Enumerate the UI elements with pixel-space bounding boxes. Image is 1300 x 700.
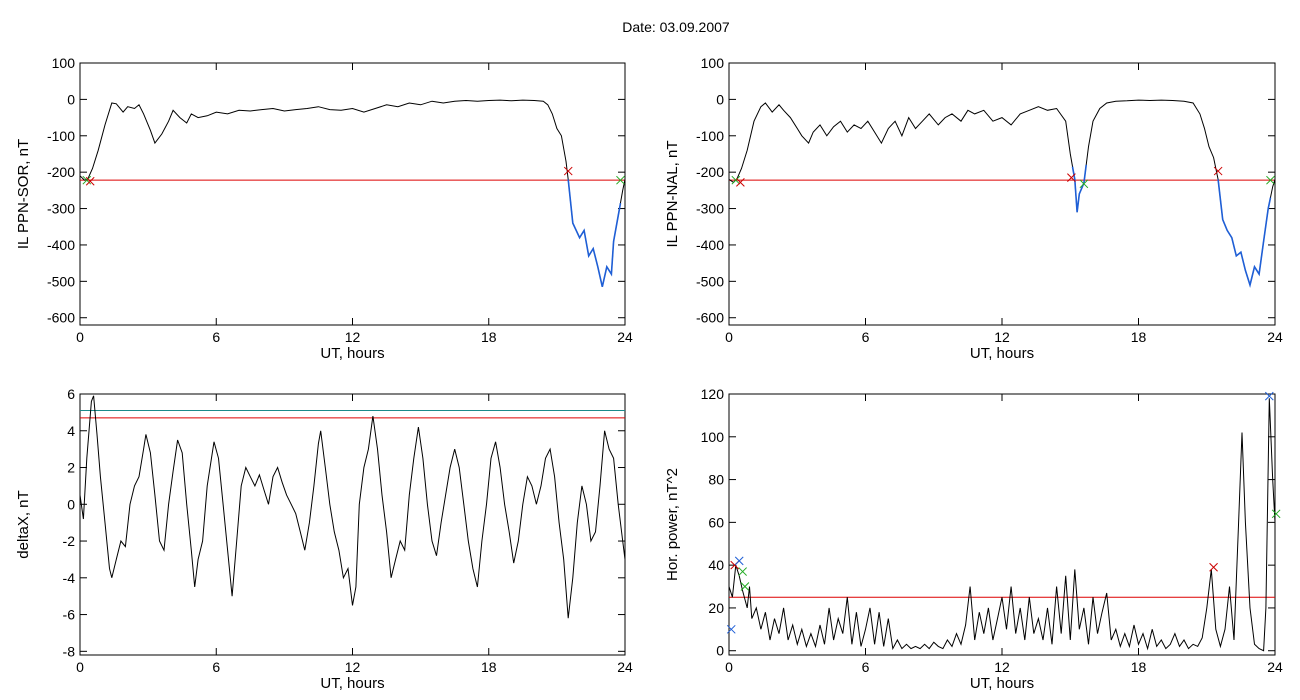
y-tick-label: 60 [708, 514, 724, 530]
y-tick-label: 100 [701, 55, 725, 71]
highlight-segment [1071, 164, 1087, 213]
x-tick-label: 6 [862, 659, 870, 675]
x-tick-label: 0 [725, 659, 733, 675]
y-tick-label: 80 [708, 472, 724, 488]
y-tick-label: -400 [47, 237, 75, 253]
y-tick-label: -400 [696, 237, 724, 253]
y-tick-label: 0 [67, 91, 75, 107]
x-tick-label: 18 [481, 329, 497, 345]
x-tick-label: 24 [617, 329, 633, 345]
x-tick-label: 18 [1131, 659, 1147, 675]
y-tick-label: -2 [63, 533, 76, 549]
plot-frame [79, 62, 626, 326]
y-tick-label: 6 [67, 386, 75, 402]
plot-frame [728, 62, 1276, 326]
x-tick-label: 12 [994, 659, 1010, 675]
y-axis-label: IL PPN-NAL, nT [664, 141, 681, 248]
x-marker-red [1067, 173, 1076, 182]
y-tick-label: 0 [716, 643, 724, 659]
y-tick-label: -100 [696, 128, 724, 144]
chart-panel-hor-power: 0 6 12 18 24 0 20 40 60 80 100 120 UT, hours Hor. pow… [664, 386, 1283, 692]
x-tick-label: 18 [481, 659, 497, 675]
y-tick-label: -200 [696, 164, 724, 180]
x-marker-red [85, 176, 95, 186]
highlight-segment [567, 179, 622, 287]
series-line [729, 99, 1275, 287]
y-tick-label: -6 [63, 607, 76, 623]
series-line [80, 395, 625, 619]
y-tick-label: -8 [63, 643, 76, 659]
y-tick-label: 2 [67, 460, 75, 476]
x-axis-label: UT, hours [320, 345, 384, 362]
x-tick-label: 24 [1267, 329, 1283, 345]
x-tick-label: 6 [862, 329, 870, 345]
plot-frame [728, 393, 1276, 656]
chart-panel-il-ppn-sor: 0 6 12 18 24 100 0 -100 -200 -300 -400 -500 -600 UT, … [15, 55, 633, 362]
y-axis-label: IL PPN-SOR, nT [15, 139, 32, 249]
x-tick-label: 6 [212, 329, 220, 345]
y-tick-label: -500 [696, 273, 724, 289]
x-axis-label: UT, hours [970, 345, 1034, 362]
x-tick-label: 6 [212, 659, 220, 675]
x-marker-red [1213, 166, 1223, 176]
series-line [80, 99, 625, 287]
y-tick-label: 40 [708, 557, 724, 573]
x-marker-green [616, 175, 625, 185]
y-tick-label: -600 [47, 310, 75, 326]
y-tick-label: -600 [696, 310, 724, 326]
x-tick-label: 0 [725, 329, 733, 345]
chart-panel-il-ppn-nal: 0 6 12 18 24 100 0 -100 -200 -300 -400 -500 -600 UT, … [664, 55, 1283, 362]
series-line [729, 398, 1275, 652]
x-tick-label: 24 [617, 659, 633, 675]
y-tick-label: 0 [67, 496, 75, 512]
y-tick-label: 100 [52, 55, 76, 71]
x-marker-blue [726, 624, 736, 634]
x-marker-red [1209, 562, 1218, 572]
y-tick-label: -300 [696, 201, 724, 217]
y-axis-label: deltaX, nT [15, 490, 32, 558]
x-tick-label: 18 [1131, 329, 1147, 345]
y-tick-label: 100 [701, 429, 725, 445]
y-tick-label: -300 [47, 201, 75, 217]
x-tick-label: 0 [76, 659, 84, 675]
x-tick-label: 24 [1267, 659, 1283, 675]
y-tick-label: -4 [63, 570, 76, 586]
highlight-segment [1217, 179, 1272, 288]
page-title: Date: 03.09.2007 [622, 19, 730, 35]
x-marker-green [738, 567, 748, 576]
x-marker-red [736, 178, 745, 187]
x-marker-blue [1264, 391, 1274, 401]
x-tick-label: 12 [345, 329, 361, 345]
x-marker-green [1079, 179, 1089, 189]
x-tick-label: 12 [345, 659, 361, 675]
x-marker-green [731, 175, 741, 185]
x-marker-red [563, 166, 573, 176]
x-tick-label: 12 [994, 329, 1010, 345]
y-tick-label: 4 [67, 423, 75, 439]
y-tick-label: -500 [47, 273, 75, 289]
x-marker-green [1271, 509, 1281, 519]
y-tick-label: 0 [716, 91, 724, 107]
x-axis-label: UT, hours [970, 675, 1034, 692]
x-marker-green [82, 175, 92, 185]
x-marker-green [740, 582, 750, 591]
x-tick-label: 0 [76, 329, 84, 345]
y-tick-label: 20 [708, 600, 724, 616]
x-axis-label: UT, hours [320, 675, 384, 692]
x-marker-green [1266, 175, 1275, 185]
y-tick-label: -100 [47, 128, 75, 144]
plot-frame [79, 393, 626, 656]
y-tick-label: -200 [47, 164, 75, 180]
y-axis-label: Hor. power, nT^2 [664, 468, 681, 581]
x-marker-blue [734, 556, 744, 566]
chart-panel-delta-x: 0 6 12 18 24 6 4 2 0 -2 -4 -6 -8 UT, hours deltaX, nT [15, 386, 633, 692]
y-tick-label: 120 [701, 386, 725, 402]
